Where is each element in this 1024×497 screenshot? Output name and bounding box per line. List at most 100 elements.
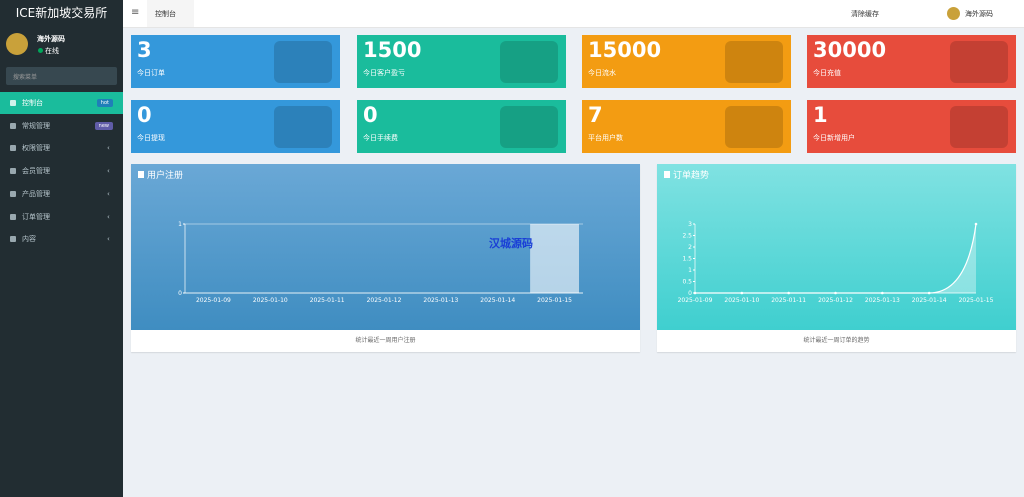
stat-value: 0	[363, 103, 378, 127]
menu-item[interactable]: 控制台 hot	[0, 92, 123, 114]
topbar: ≡ 控制台 清除缓存 海外源码	[123, 0, 1024, 28]
y-tick-label: 2.5	[682, 233, 692, 240]
stat-box: 7 平台用户数	[582, 100, 791, 153]
x-tick-label: 2025-01-09	[196, 297, 231, 304]
stat-value: 0	[137, 103, 152, 127]
stat-box: 0 今日手续费	[357, 100, 566, 153]
menu-item[interactable]: 产品管理 ‹	[0, 183, 123, 205]
x-tick-label: 2025-01-12	[818, 297, 853, 304]
stat-box: 3 今日订单	[131, 35, 340, 88]
stat-value: 1500	[363, 38, 422, 62]
sidebar: ICE新加坡交易所 海外源码 在线 搜索菜单 控制台 hot 常规管理 new 权限管理…	[0, 0, 123, 497]
menu-label: 订单管理	[22, 212, 50, 221]
x-tick-label: 2025-01-10	[724, 297, 759, 304]
stat-icon	[950, 41, 1008, 83]
avatar	[6, 33, 28, 55]
y-tick-label: 0	[178, 290, 182, 297]
menu-toggle[interactable]: ≡	[131, 7, 140, 18]
stat-label: 今日充值	[813, 69, 841, 77]
chart-title: 订单趋势	[673, 169, 709, 181]
stat-value: 30000	[813, 38, 887, 62]
x-tick-label: 2025-01-15	[959, 297, 994, 304]
watermark: 汉城源码	[489, 236, 533, 250]
menu-label: 常规管理	[22, 121, 50, 130]
brand: ICE新加坡交易所	[0, 0, 123, 27]
x-tick-label: 2025-01-13	[423, 297, 458, 304]
stat-label: 今日订单	[137, 69, 165, 77]
chart: 用户注册 0 1 2025-01-09 2025-01-10 2025-01-11 2025…	[131, 164, 640, 330]
menu-icon	[10, 122, 16, 129]
menu-item[interactable]: 内容 ‹	[0, 228, 123, 250]
menu-icon	[10, 168, 16, 175]
bar	[530, 224, 580, 293]
x-tick-label: 2025-01-11	[310, 297, 345, 304]
x-tick-label: 2025-01-12	[367, 297, 402, 304]
status-dot	[38, 48, 43, 53]
x-tick-label: 2025-01-14	[480, 297, 515, 304]
y-tick-label: 0.5	[682, 279, 692, 286]
chart-panel: 用户注册 0 1 2025-01-09 2025-01-10 2025-01-11 2025…	[131, 164, 640, 352]
stat-value: 1	[813, 103, 828, 127]
menu-arrow: ‹	[107, 144, 110, 153]
y-tick-label: 3	[688, 221, 692, 228]
y-tick-label: 2	[688, 244, 692, 251]
menu-label: 权限管理	[22, 144, 50, 153]
menu-arrow: ‹	[107, 235, 110, 244]
stat-icon	[274, 106, 332, 148]
stat-icon	[950, 106, 1008, 148]
menu-icon	[10, 213, 16, 220]
y-tick-label: 0	[688, 290, 692, 297]
stat-label: 今日客户盈亏	[363, 69, 405, 77]
stat-icon	[500, 41, 558, 83]
x-tick-label: 2025-01-10	[253, 297, 288, 304]
menu-label: 会员管理	[22, 167, 50, 176]
x-tick-label: 2025-01-14	[912, 297, 947, 304]
stat-value: 3	[137, 38, 152, 62]
point	[693, 291, 697, 295]
search-box[interactable]: 搜索菜单	[6, 67, 117, 85]
menu-item[interactable]: 常规管理 new	[0, 115, 123, 137]
title-icon	[664, 171, 670, 178]
menu-icon	[10, 100, 16, 106]
y-tick-label: 1	[688, 267, 692, 274]
chart-footer: 统计最近一周订单的趋势	[803, 337, 870, 344]
menu-badge: hot	[96, 99, 113, 107]
stat-label: 今日流水	[588, 69, 616, 77]
stat-icon	[500, 106, 558, 148]
point	[927, 291, 931, 295]
stat-icon	[274, 41, 332, 83]
top-user[interactable]: 海外源码	[965, 10, 993, 18]
stat-box: 0 今日提现	[131, 100, 340, 153]
chart-title: 用户注册	[147, 169, 183, 181]
stat-box: 30000 今日充值	[807, 35, 1016, 88]
top-avatar	[947, 7, 960, 20]
menu-icon	[10, 236, 16, 243]
menu-label: 产品管理	[22, 189, 50, 198]
stat-label: 今日提现	[137, 134, 165, 142]
menu-item[interactable]: 订单管理 ‹	[0, 206, 123, 228]
menu-arrow: ‹	[107, 189, 110, 198]
tab[interactable]: 控制台	[147, 0, 194, 27]
point	[740, 291, 744, 295]
point	[974, 222, 978, 226]
y-tick-label: 1.5	[682, 256, 692, 263]
menu-arrow: ‹	[107, 212, 110, 221]
menu-icon	[10, 190, 16, 197]
point	[834, 291, 837, 295]
menu-badge: new	[94, 121, 113, 130]
chart: 订单趋势 0 0.5 1 1.5 2 2.5 3 2025-01-09 2025-01-10 202…	[657, 164, 1016, 330]
stat-box: 1 今日新增用户	[807, 100, 1016, 153]
menu-label: 内容	[22, 235, 36, 244]
clear-cache[interactable]: 清除缓存	[851, 10, 879, 18]
chart-background	[657, 164, 1016, 330]
stat-value: 15000	[588, 38, 662, 62]
stat-value: 7	[588, 103, 603, 127]
chart-panel: 订单趋势 0 0.5 1 1.5 2 2.5 3 2025-01-09 2025-01-10 202…	[657, 164, 1016, 352]
stat-box: 15000 今日流水	[582, 35, 791, 88]
search-placeholder: 搜索菜单	[13, 74, 38, 81]
x-tick-label: 2025-01-11	[771, 297, 806, 304]
x-tick-label: 2025-01-15	[537, 297, 572, 304]
menu-item[interactable]: 权限管理 ‹	[0, 137, 123, 159]
menu-item[interactable]: 会员管理 ‹	[0, 160, 123, 182]
